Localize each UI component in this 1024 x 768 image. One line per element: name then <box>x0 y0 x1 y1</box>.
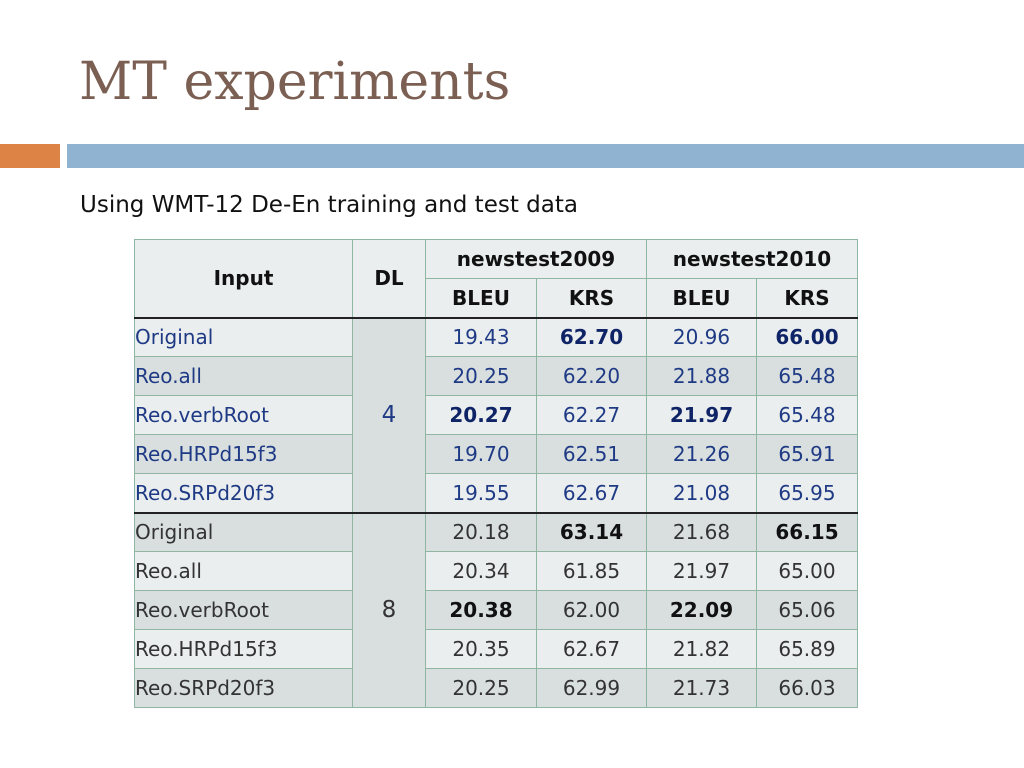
value-cell: 62.67 <box>536 629 647 669</box>
value-cell: 65.48 <box>756 395 858 435</box>
table-row: Reo.SRPd20f3 20.25 62.99 21.73 66.03 <box>134 668 858 708</box>
value-cell: 22.09 <box>646 590 757 630</box>
value-cell: 65.95 <box>756 473 858 513</box>
value-cell: 19.43 <box>425 317 537 357</box>
input-cell: Reo.SRPd20f3 <box>134 668 353 708</box>
table-row: Reo.HRPd15f3 20.35 62.67 21.82 65.89 <box>134 629 858 669</box>
value-cell: 21.26 <box>646 434 757 474</box>
slide-title: MT experiments <box>79 52 511 112</box>
value-cell: 61.85 <box>536 551 647 591</box>
table-row: Reo.verbRoot 20.38 62.00 22.09 65.06 <box>134 590 858 630</box>
value-cell: 21.97 <box>646 551 757 591</box>
value-cell: 66.03 <box>756 668 858 708</box>
header-bleu-2009: BLEU <box>425 278 537 319</box>
table-row: Reo.verbRoot 20.27 62.27 21.97 65.48 <box>134 395 858 435</box>
value-cell: 21.97 <box>646 395 757 435</box>
header-bleu-2010: BLEU <box>646 278 757 319</box>
header-input: Input <box>134 239 353 319</box>
header-krs-2009: KRS <box>536 278 647 319</box>
value-cell: 19.55 <box>425 473 537 513</box>
value-cell: 20.25 <box>425 668 537 708</box>
value-cell: 65.00 <box>756 551 858 591</box>
value-cell: 66.00 <box>756 317 858 357</box>
value-cell: 62.70 <box>536 317 647 357</box>
header-krs-2010: KRS <box>756 278 858 319</box>
slide-subtitle: Using WMT-12 De-En training and test dat… <box>80 192 578 218</box>
value-cell: 20.34 <box>425 551 537 591</box>
input-cell: Reo.verbRoot <box>134 590 353 630</box>
value-cell: 20.18 <box>425 511 537 552</box>
value-cell: 62.99 <box>536 668 647 708</box>
value-cell: 20.38 <box>425 590 537 630</box>
input-cell: Reo.HRPd15f3 <box>134 434 353 474</box>
value-cell: 20.27 <box>425 395 537 435</box>
value-cell: 19.70 <box>425 434 537 474</box>
value-cell: 62.67 <box>536 473 647 513</box>
accent-bar-orange <box>0 144 60 168</box>
value-cell: 66.15 <box>756 511 858 552</box>
header-newstest2009: newstest2009 <box>425 239 647 279</box>
value-cell: 62.27 <box>536 395 647 435</box>
input-cell: Reo.HRPd15f3 <box>134 629 353 669</box>
header-newstest2010: newstest2010 <box>646 239 858 279</box>
value-cell: 21.82 <box>646 629 757 669</box>
table-row: Reo.SRPd20f3 19.55 62.67 21.08 65.95 <box>134 473 858 513</box>
accent-bar-blue <box>67 144 1024 168</box>
dl-cell: 8 <box>352 511 426 708</box>
input-cell: Reo.verbRoot <box>134 395 353 435</box>
value-cell: 63.14 <box>536 511 647 552</box>
value-cell: 65.89 <box>756 629 858 669</box>
results-table: Input DL newstest2009 newstest2010 BLEU … <box>134 239 858 708</box>
input-cell: Reo.SRPd20f3 <box>134 473 353 513</box>
value-cell: 21.88 <box>646 356 757 396</box>
table-row: Original 4 19.43 62.70 20.96 66.00 <box>134 317 858 513</box>
value-cell: 65.91 <box>756 434 858 474</box>
value-cell: 21.08 <box>646 473 757 513</box>
header-dl: DL <box>352 239 426 319</box>
value-cell: 20.35 <box>425 629 537 669</box>
input-cell: Reo.all <box>134 356 353 396</box>
value-cell: 21.68 <box>646 511 757 552</box>
table-row: Original 8 20.18 63.14 21.68 66.15 <box>134 511 858 708</box>
table-row: Reo.all 20.25 62.20 21.88 65.48 <box>134 356 858 396</box>
value-cell: 62.00 <box>536 590 647 630</box>
input-cell: Reo.all <box>134 551 353 591</box>
input-cell: Original <box>134 317 353 357</box>
table-row: Reo.all 20.34 61.85 21.97 65.00 <box>134 551 858 591</box>
value-cell: 65.06 <box>756 590 858 630</box>
value-cell: 65.48 <box>756 356 858 396</box>
table-row: Reo.HRPd15f3 19.70 62.51 21.26 65.91 <box>134 434 858 474</box>
dl-cell: 4 <box>352 317 426 513</box>
value-cell: 62.51 <box>536 434 647 474</box>
value-cell: 62.20 <box>536 356 647 396</box>
value-cell: 20.25 <box>425 356 537 396</box>
value-cell: 20.96 <box>646 317 757 357</box>
value-cell: 21.73 <box>646 668 757 708</box>
input-cell: Original <box>134 511 353 552</box>
